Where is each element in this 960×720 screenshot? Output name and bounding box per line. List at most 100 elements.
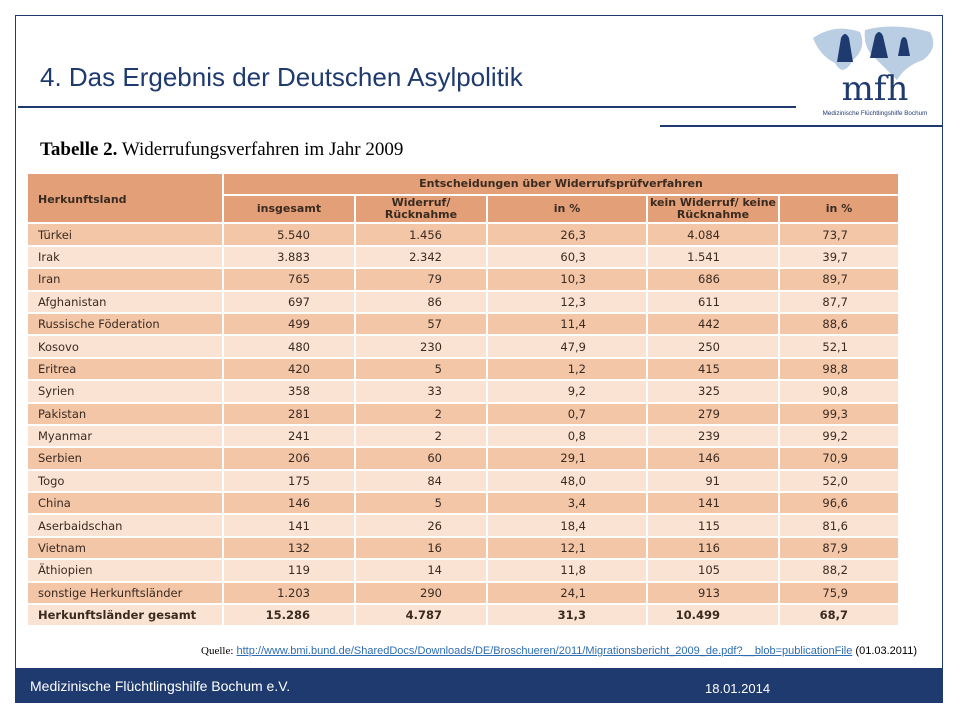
table-cell: 99,2: [778, 423, 900, 449]
header-row: insgesamt Widerruf/ Rücknahme in % kein Wid…: [27, 194, 900, 225]
table-cell: 89,7: [778, 267, 900, 292]
table-cell: 175: [222, 468, 356, 494]
table-cell: 11,8: [486, 558, 648, 583]
table-cell: 84: [354, 468, 488, 494]
table-row: Pakistan 281 2 0,7 279 99,3: [26, 401, 900, 426]
table-cell: 279: [646, 401, 780, 426]
table-cell: 206: [222, 446, 356, 471]
table-cell: 79: [354, 267, 488, 292]
table-cell: 480: [222, 334, 356, 359]
table-cell: 99,3: [778, 401, 900, 426]
table-cell: 98,8: [778, 356, 900, 382]
table-cell: 119: [222, 558, 356, 583]
country-cell: Kosovo: [26, 334, 224, 359]
table-cell: 33: [354, 379, 488, 404]
table-cell: 60: [354, 446, 488, 471]
country-cell: Türkei: [26, 222, 224, 247]
footer: Medizinische Flüchtlingshilfe Bochum e.V…: [15, 668, 943, 703]
table-cell: 358: [222, 379, 356, 404]
table-row: Türkei 5.540 1.456 26,3 4.084 73,7: [26, 222, 900, 247]
table-cell: 90,8: [778, 379, 900, 404]
header-group: Entscheidungen über Widerrufsprüfverfahr…: [222, 171, 900, 197]
table-cell: 60,3: [486, 244, 648, 270]
table-row: Herkunftsländer gesamt 15.286 4.787 31,3 10.…: [26, 603, 900, 628]
table-row: Vietnam 132 16 12,1 116 87,9: [26, 535, 900, 561]
table-cell: 765: [222, 267, 356, 292]
table-row: sonstige Herkunftsländer 1.203 290 24,1 913 7…: [26, 580, 900, 606]
slide-title: 4. Das Ergebnis der Deutschen Asylpoliti…: [40, 62, 523, 92]
country-cell: Äthiopien: [26, 558, 224, 583]
table-cell: 290: [354, 580, 488, 606]
table-cell: 132: [222, 535, 356, 561]
country-cell: Togo: [26, 468, 224, 494]
table-cell: 5: [354, 491, 488, 516]
table-row: China 146 5 3,4 141 96,6: [26, 491, 900, 516]
country-cell: China: [26, 491, 224, 516]
table-row: Aserbaidschan 141 26 18,4 115 81,6: [26, 513, 900, 538]
table-body: Türkei 5.540 1.456 26,3 4.084 73,7 Irak 3.883 2.…: [26, 222, 900, 628]
table-cell: 87,7: [778, 289, 900, 314]
source-link[interactable]: http://www.bmi.bund.de/SharedDocs/Downlo…: [236, 645, 853, 657]
table-caption: Tabelle 2. Widerrufungsverfahren im Jahr…: [40, 139, 403, 161]
table-cell: 250: [646, 334, 780, 359]
table-cell: 12,1: [486, 535, 648, 561]
table-cell: 81,6: [778, 513, 900, 538]
caption-text: Widerrufungsverfahren im Jahr 2009: [121, 139, 404, 160]
country-cell: sonstige Herkunftsländer: [26, 580, 224, 606]
table-cell: 3.883: [222, 244, 356, 270]
table-cell: 29,1: [486, 446, 648, 471]
table-row: Iran 765 79 10,3 686 89,7: [26, 267, 900, 292]
country-cell: Iran: [26, 267, 224, 292]
table-cell: 52,0: [778, 468, 900, 494]
table-cell: 5.540: [222, 222, 356, 247]
table-cell: 0,8: [486, 423, 648, 449]
table-row: Serbien 206 60 29,1 146 70,9: [26, 446, 900, 471]
table-cell: 4.787: [354, 603, 488, 628]
table-cell: 146: [646, 446, 780, 471]
table-cell: 68,7: [778, 603, 900, 628]
table-cell: 1.541: [646, 244, 780, 270]
table-row: Äthiopien 119 14 11,8 105 88,2: [26, 558, 900, 583]
table-cell: 88,2: [778, 558, 900, 583]
table-cell: 2: [354, 401, 488, 426]
table-row: Togo 175 84 48,0 91 52,0: [26, 468, 900, 494]
source-date: (01.03.2011): [855, 645, 917, 657]
country-cell: Serbien: [26, 446, 224, 471]
table-cell: 5: [354, 356, 488, 382]
table-cell: 325: [646, 379, 780, 404]
table-cell: 611: [646, 289, 780, 314]
table-cell: 39,7: [778, 244, 900, 270]
logo-figures: [837, 32, 910, 62]
table-cell: 15.286: [222, 603, 356, 628]
table-cell: 48,0: [486, 468, 648, 494]
table-cell: 697: [222, 289, 356, 314]
country-cell: Afghanistan: [26, 289, 224, 314]
column-header: in %: [486, 194, 648, 225]
table-row: Russische Föderation 499 57 11,4 442 88,6: [26, 311, 900, 337]
table-cell: 2.342: [354, 244, 488, 270]
table-cell: 4.084: [646, 222, 780, 247]
logo: mfh Medizinische Flüchtlingshilfe Bochum: [813, 26, 934, 117]
table-cell: 10,3: [486, 267, 648, 292]
table-cell: 12,3: [486, 289, 648, 314]
table-cell: 47,9: [486, 334, 648, 359]
table-cell: 11,4: [486, 311, 648, 337]
table-cell: 26: [354, 513, 488, 538]
table-cell: 14: [354, 558, 488, 583]
row-header: Herkunftsland: [26, 171, 224, 225]
table-cell: 88,6: [778, 311, 900, 337]
table-cell: 230: [354, 334, 488, 359]
table-row: Irak 3.883 2.342 60,3 1.541 39,7: [26, 244, 900, 270]
table-cell: 10.499: [646, 603, 780, 628]
table-row: Kosovo 480 230 47,9 250 52,1: [26, 334, 900, 359]
table-cell: 96,6: [778, 491, 900, 516]
table-cell: 105: [646, 558, 780, 583]
table-cell: 70,9: [778, 446, 900, 471]
table-row: Eritrea 420 5 1,2 415 98,8: [26, 356, 900, 382]
header-row: Herkunftsland Entscheidungen über Widerru…: [26, 171, 900, 225]
footer-organization: Medizinische Flüchtlingshilfe Bochum e.V…: [30, 678, 291, 694]
data-table: Herkunftsland Entscheidungen über Widerru…: [26, 171, 900, 628]
country-cell: Vietnam: [26, 535, 224, 561]
country-cell: Pakistan: [26, 401, 224, 426]
table-cell: 141: [646, 491, 780, 516]
